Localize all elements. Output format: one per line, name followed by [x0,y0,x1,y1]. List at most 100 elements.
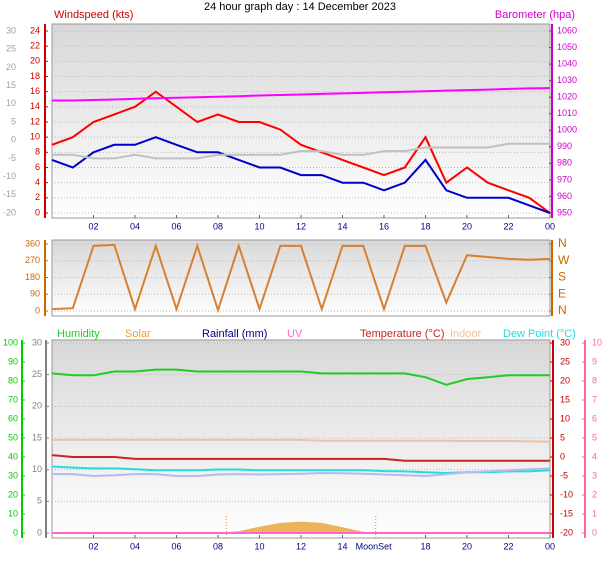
x-tick-label: 04 [130,541,140,551]
line [51,90,551,214]
legend-entry: UV [287,328,303,340]
y-tick-label: 20 [30,56,40,66]
y-tick-label: 10 [8,508,18,518]
y-tick-label: 180 [25,272,40,282]
x-tick-label: 18 [420,541,430,551]
y-tick-label: 10 [32,464,42,474]
y-tick-label: 15 [560,394,570,404]
y-tick-label: 6 [35,162,40,172]
line [51,242,551,314]
y-tick-label: 5 [560,432,565,442]
x-tick-label: 22 [503,541,513,551]
legend-entry: Humidity [57,328,100,340]
y-tick-label: 1050 [557,42,577,52]
x-tick-label: 10 [254,221,264,231]
y-tick-label: 18 [30,71,40,81]
y-tick-label: 4 [592,451,597,461]
y-tick-label: 0 [592,527,597,537]
y-tick-label: -15 [560,508,573,518]
y-tick-label: 950 [557,207,572,217]
x-tick-label: 00 [545,221,555,231]
y-tick-label: 70 [8,394,18,404]
y-tick-label: 14 [30,101,40,111]
y-tick-label: 0 [11,135,16,145]
area [52,521,550,533]
y-tick-label: 8 [35,147,40,157]
y-tick-label: 10 [592,337,602,347]
y-tick-label: 1010 [557,108,577,118]
y-tick-label: 270 [25,255,40,265]
y-tick-label: -20 [3,207,16,217]
y-tick-label: -10 [560,489,573,499]
line [52,142,550,160]
x-tick-label: 20 [462,221,472,231]
y-tick-label: 16 [30,86,40,96]
y-tick-label: 0 [560,451,565,461]
y-tick-label: 0 [37,527,42,537]
y-tick-label: W [558,253,570,267]
x-tick-label: 00 [545,541,555,551]
x-tick-label: 12 [296,221,306,231]
legend-entry: Solar [125,328,151,340]
y-tick-label: 1060 [557,25,577,35]
y-tick-label: S [558,270,566,284]
x-tick-label: 02 [88,221,98,231]
x-tick-label: 04 [130,221,140,231]
x-tick-label: 18 [420,221,430,231]
y-tick-label: 3 [592,470,597,480]
legend-entry: Temperature (°C) [360,328,444,340]
x-tick-label: 12 [296,541,306,551]
y-tick-label: 990 [557,141,572,151]
y-tick-label: 7 [592,394,597,404]
y-tick-label: 12 [30,116,40,126]
y-tick-label: -15 [3,189,16,199]
x-tick-label: 10 [254,541,264,551]
line [51,454,550,462]
x-tick-label: 08 [213,221,223,231]
y-tick-label: 4 [35,177,40,187]
y-tick-label: 960 [557,191,572,201]
y-tick-label: E [558,286,566,300]
y-tick-label: 100 [3,337,18,347]
y-tick-label: 30 [8,470,18,480]
y-tick-label: 2 [592,489,597,499]
y-tick-label: 40 [8,451,18,461]
x-tick-label: 20 [462,541,472,551]
legend-entry: Dew Point (°C) [503,328,576,340]
y-tick-label: N [558,303,567,317]
y-tick-label: 6 [592,413,597,423]
y-tick-label: 15 [6,80,16,90]
y-tick-label: 50 [8,432,18,442]
x-tick-label: 06 [171,541,181,551]
y-tick-label: 980 [557,158,572,168]
y-tick-label: 60 [8,413,18,423]
y-tick-label: 1020 [557,92,577,102]
y-tick-label: 90 [30,289,40,299]
y-tick-label: -10 [3,171,16,181]
y-tick-label: 5 [11,116,16,126]
legend-entry: Indoor [450,328,482,340]
y-tick-label: 10 [30,132,40,142]
x-tick-label: 16 [379,221,389,231]
y-tick-label: 10 [6,98,16,108]
y-tick-label: 2 [35,192,40,202]
y-tick-label: -5 [8,153,16,163]
line [51,136,551,214]
y-tick-label: 8 [592,375,597,385]
y-tick-label: 0 [13,527,18,537]
y-tick-label: 970 [557,174,572,184]
y-tick-label: 1030 [557,75,577,85]
y-tick-label: 1000 [557,125,577,135]
y-tick-label: 25 [560,356,570,366]
line [52,467,551,478]
chart-title: 24 hour graph day : 14 December 2023 [204,1,396,13]
x-tick-label: 22 [503,221,513,231]
y-tick-label: 1040 [557,58,577,68]
legend-entry: Rainfall (mm) [202,328,267,340]
y-tick-label: 20 [32,401,42,411]
y-tick-label: 30 [32,337,42,347]
y-tick-label: 25 [32,369,42,379]
y-tick-label: -20 [560,527,573,537]
y-tick-label: -5 [560,470,568,480]
